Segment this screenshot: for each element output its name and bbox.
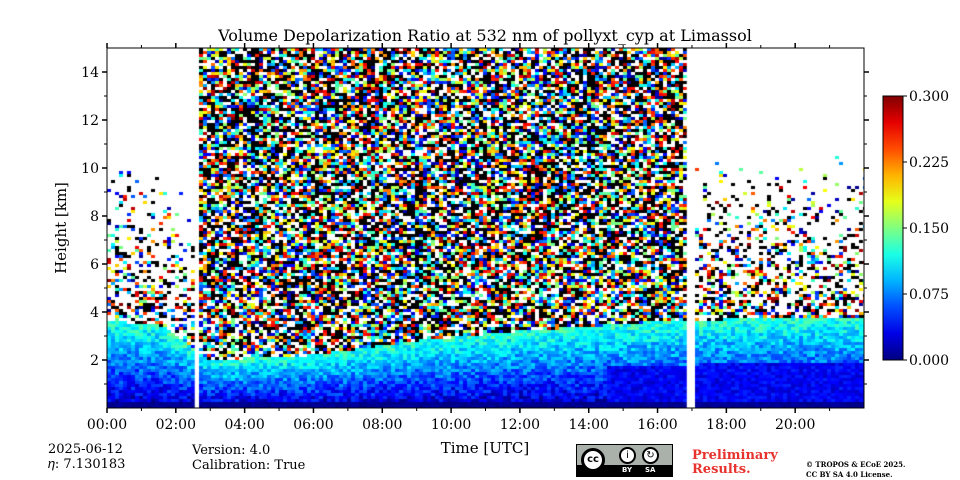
- cc-icon: cc: [581, 448, 605, 472]
- copyright-line1: © TROPOS & ECoE 2025.: [806, 460, 906, 469]
- x-tick-label: 18:00: [706, 417, 746, 433]
- y-tick-label: 6: [90, 257, 99, 273]
- attribution-icon: i: [619, 447, 636, 464]
- preliminary-line1: Preliminary: [692, 448, 778, 463]
- x-tick-label: 02:00: [156, 417, 196, 433]
- x-tick-label: 08:00: [362, 417, 402, 433]
- y-tick-label: 12: [81, 113, 99, 129]
- axes: 00:00 02:00 04:00 06:00 08:00 10:00 12:00 14:00…: [81, 43, 869, 433]
- x-tick-label: 20:00: [775, 417, 815, 433]
- x-axis-label: Time [UTC]: [441, 439, 530, 457]
- y-tick-label: 14: [81, 65, 99, 81]
- x-tick-label: 00:00: [87, 417, 127, 433]
- x-tick-label: 10:00: [431, 417, 471, 433]
- plot-area: [107, 48, 864, 408]
- preliminary-line2: Results.: [692, 462, 751, 477]
- x-tick-label: 14:00: [569, 417, 609, 433]
- colorbar-tick-label: 0.000: [909, 353, 949, 369]
- colorbar-tick-label: 0.075: [909, 287, 949, 303]
- copyright-line2: CC BY SA 4.0 License.: [806, 470, 893, 479]
- share-alike-icon: ↻: [642, 447, 659, 464]
- cc-badge-bar: [577, 465, 672, 476]
- x-tick-label: 06:00: [293, 417, 333, 433]
- date-text: 2025-06-12: [48, 442, 123, 457]
- eta-text: 𝜂: 7.130183: [48, 457, 126, 472]
- colorbar-tick-label: 0.300: [909, 89, 949, 105]
- copyright-notice: © TROPOS & ECoE 2025. CC BY SA 4.0 Licen…: [806, 460, 905, 480]
- cc-license-badge: cc i ↻ BY SA: [576, 444, 673, 477]
- x-tick-label: 04:00: [224, 417, 264, 433]
- x-tick-label: 12:00: [500, 417, 540, 433]
- heatmap-cells: [107, 48, 864, 408]
- chart-title: Volume Depolarization Ratio at 532 nm of…: [217, 26, 752, 45]
- calibration-text: Calibration: True: [192, 458, 306, 473]
- y-tick-label: 4: [90, 305, 99, 321]
- date-info: 2025-06-12 𝜂: 7.130183: [48, 442, 125, 472]
- colorbar-gradient: [882, 95, 904, 361]
- version-text: Version: 4.0: [192, 443, 271, 458]
- y-axis-label: Height [km]: [52, 182, 70, 274]
- colorbar: 0.000 0.075 0.150 0.225 0.300: [882, 89, 949, 369]
- y-tick-label: 10: [81, 161, 99, 177]
- y-tick-label: 8: [90, 209, 99, 225]
- x-tick-label: 16:00: [637, 417, 677, 433]
- colorbar-tick-label: 0.150: [909, 221, 949, 237]
- by-label: BY: [622, 466, 633, 474]
- preliminary-notice: Preliminary Results.: [692, 449, 778, 477]
- version-info: Version: 4.0 Calibration: True: [192, 443, 305, 473]
- y-tick-label: 2: [90, 353, 99, 369]
- sa-label: SA: [645, 466, 656, 474]
- colorbar-tick-label: 0.225: [909, 155, 949, 171]
